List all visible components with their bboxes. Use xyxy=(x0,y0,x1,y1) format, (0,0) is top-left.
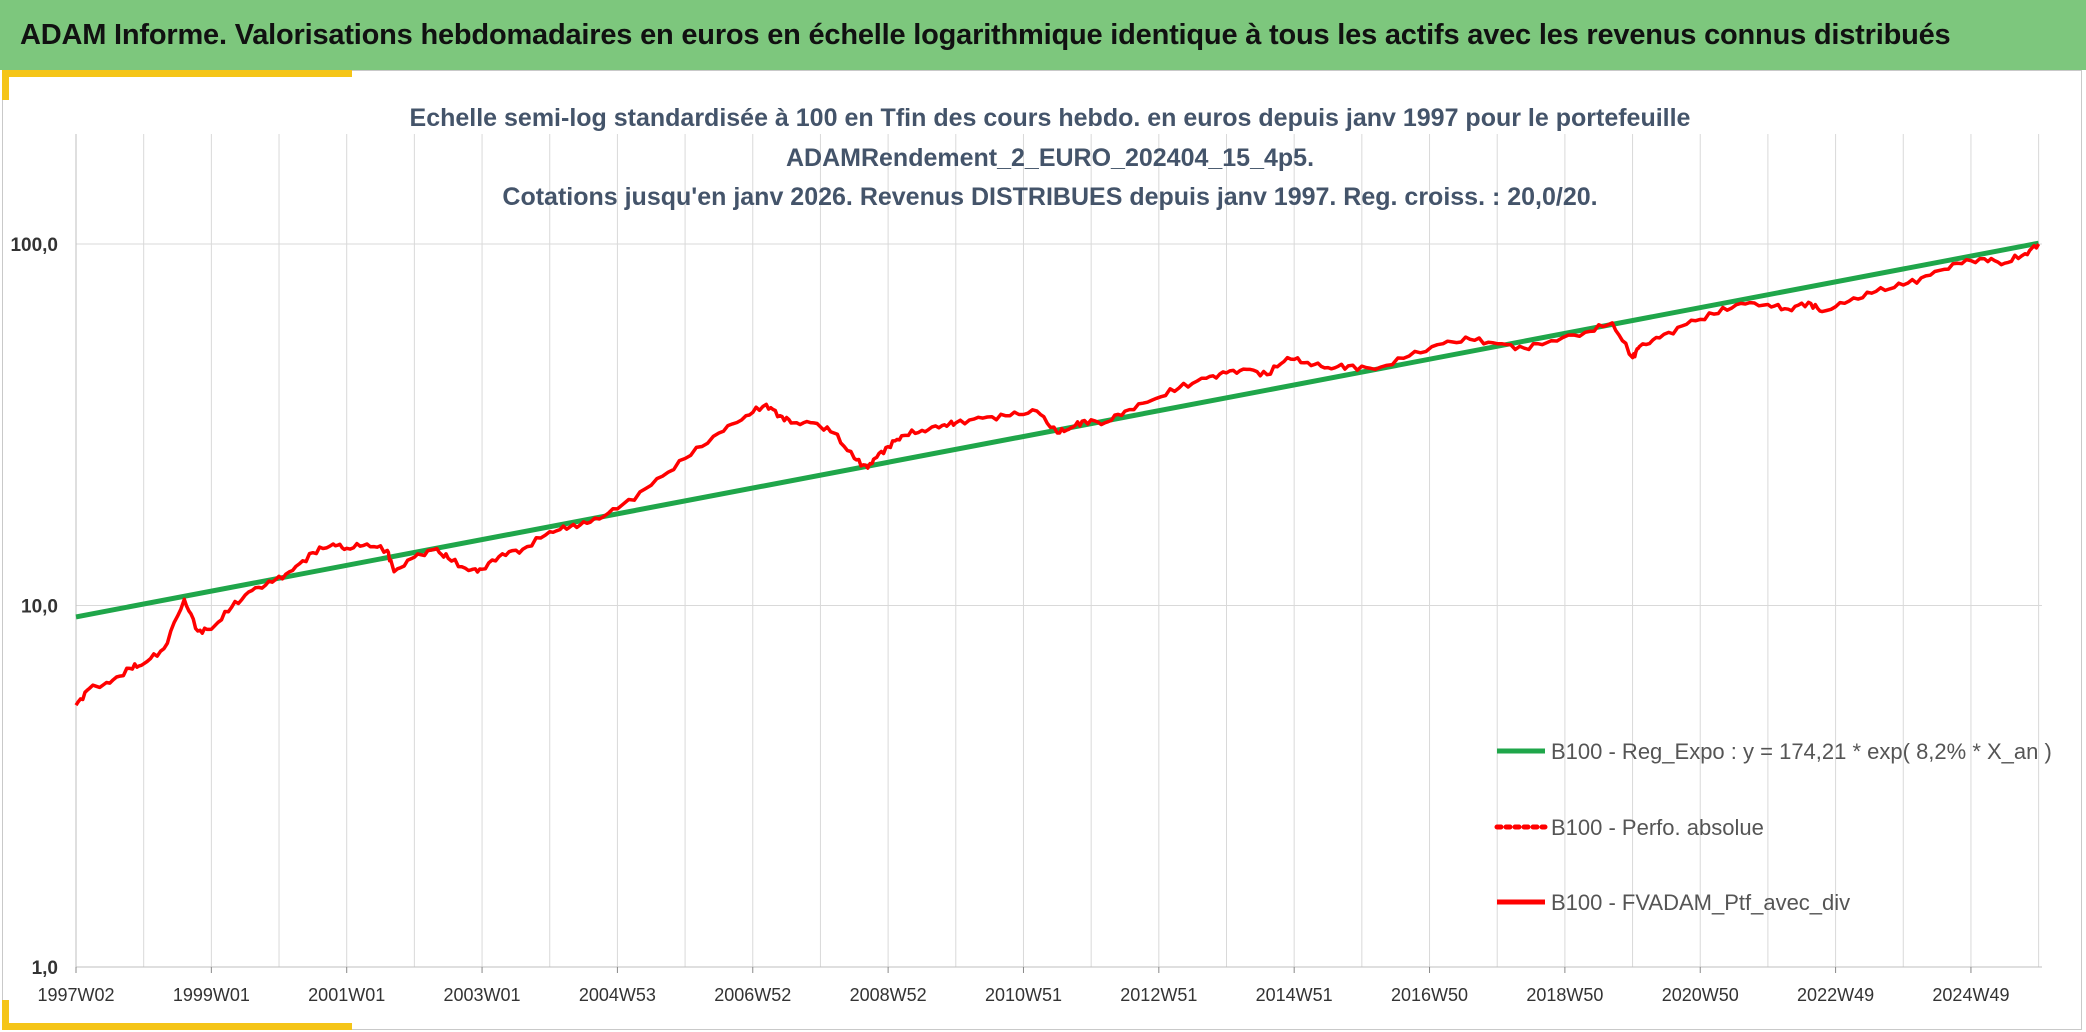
grid-layer xyxy=(75,134,2042,968)
legend-label-portfolio: B100 - FVADAM_Ptf_avec_div xyxy=(1551,890,1850,915)
x-tick-label: 1999W01 xyxy=(173,985,250,1005)
x-tick-label: 2004W53 xyxy=(579,985,656,1005)
legend-label-regression: B100 - Reg_Expo : y = 174,21 * exp( 8,2%… xyxy=(1551,739,2052,764)
x-tick-label: 2010W51 xyxy=(985,985,1062,1005)
accent-corner-bottom xyxy=(2,1023,352,1030)
legend: B100 - Reg_Expo : y = 174,21 * exp( 8,2%… xyxy=(1494,739,2052,915)
x-tick-label: 2024W49 xyxy=(1932,985,2009,1005)
x-tick-label: 2014W51 xyxy=(1256,985,1333,1005)
x-tick-label: 2008W52 xyxy=(850,985,927,1005)
series-layer xyxy=(74,240,2041,707)
legend-label-perfo-absolue: B100 - Perfo. absolue xyxy=(1551,815,1764,840)
y-tick-label: 100,0 xyxy=(10,235,58,256)
x-tick-label: 2006W52 xyxy=(714,985,791,1005)
x-tick-label: 2018W50 xyxy=(1526,985,1603,1005)
portfolio-line xyxy=(74,243,2041,707)
y-tick-label: 10,0 xyxy=(21,597,58,618)
x-tick-label: 2016W50 xyxy=(1391,985,1468,1005)
y-axis-tick-labels: 1,0 10,0 100,0 xyxy=(10,235,58,979)
header-title: ADAM Informe. Valorisations hebdomadaire… xyxy=(20,18,1951,51)
x-axis-tick-labels: 1997W02 1999W01 2001W01 2003W01 2004W53 2006W… xyxy=(37,967,2009,1005)
chart-title-line-1: Echelle semi-log standardisée à 100 en T… xyxy=(410,104,1691,132)
accent-corner-top-side xyxy=(2,70,9,100)
accent-corner-bottom-side xyxy=(2,1000,9,1030)
x-tick-label: 2001W01 xyxy=(308,985,385,1005)
x-tick-label: 2003W01 xyxy=(444,985,521,1005)
chart-frame xyxy=(2,70,2082,1030)
x-tick-label: 2022W49 xyxy=(1797,985,1874,1005)
chart-title-line-2: ADAMRendement_2_EURO_202404_15_4p5. xyxy=(786,144,1314,172)
x-tick-label: 2012W51 xyxy=(1120,985,1197,1005)
x-tick-label: 2020W50 xyxy=(1662,985,1739,1005)
header-banner: ADAM Informe. Valorisations hebdomadaire… xyxy=(0,0,2086,70)
accent-corner-top xyxy=(2,70,352,77)
x-tick-label: 1997W02 xyxy=(37,985,114,1005)
y-tick-label: 1,0 xyxy=(32,958,58,979)
chart-title-line-3: Cotations jusqu'en janv 2026. Revenus DI… xyxy=(502,183,1597,211)
chart-title: Echelle semi-log standardisée à 100 en T… xyxy=(410,104,1691,211)
